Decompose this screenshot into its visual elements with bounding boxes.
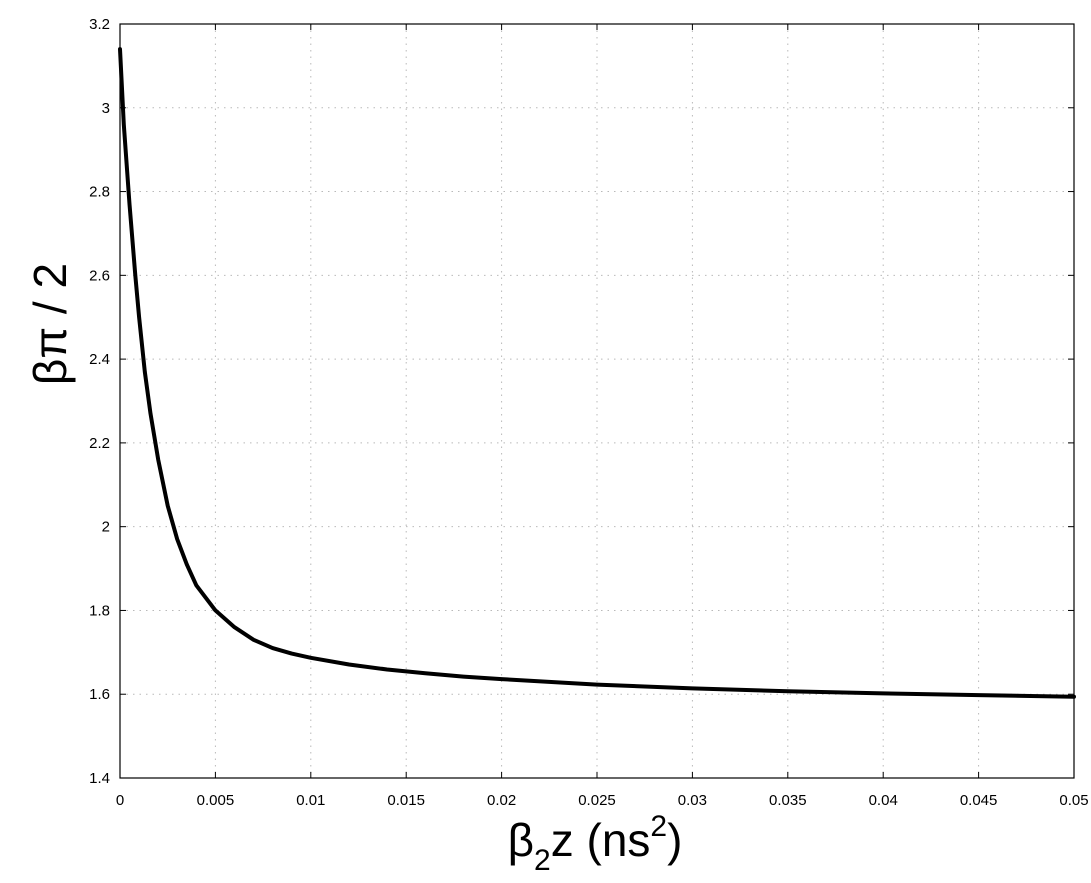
x-axis-label-superscript: 2	[650, 810, 667, 843]
y-tick-label: 2.2	[89, 435, 110, 452]
x-tick-label: 0	[116, 792, 124, 809]
x-axis-label-subscript: 2	[534, 844, 551, 877]
y-tick-label: 2	[102, 519, 110, 536]
x-tick-label: 0.05	[1059, 792, 1088, 809]
y-tick-label: 1.4	[89, 770, 110, 787]
x-tick-label: 0.035	[769, 792, 807, 809]
x-axis-label: β2z (ns2)	[508, 810, 683, 877]
x-tick-label: 0.03	[678, 792, 707, 809]
x-tick-label: 0.015	[387, 792, 425, 809]
x-tick-label: 0.005	[197, 792, 235, 809]
x-tick-label: 0.045	[960, 792, 998, 809]
y-tick-label: 3	[102, 100, 110, 117]
y-tick-label: 3.2	[89, 16, 110, 33]
y-tick-label: 2.8	[89, 184, 110, 201]
y-tick-labels: 1.4 1.6 1.8 2 2.2 2.4 2.6 2.8 3 3.2	[89, 16, 110, 787]
x-axis-label-suffix: )	[667, 814, 682, 866]
x-tick-labels: 0 0.005 0.01 0.015 0.02 0.025 0.03 0.035 0.04 0.0…	[116, 792, 1089, 809]
ticks	[119, 23, 1075, 779]
series-layer	[118, 47, 1076, 699]
y-tick-label: 2.6	[89, 267, 110, 284]
x-tick-label: 0.02	[487, 792, 516, 809]
y-tick-label: 2.4	[89, 351, 110, 368]
y-tick-label: 1.8	[89, 602, 110, 619]
x-tick-label: 0.04	[869, 792, 898, 809]
series-line	[118, 47, 1076, 699]
y-tick-label: 1.6	[89, 686, 110, 703]
y-axis-label: βπ / 2	[24, 263, 76, 385]
x-axis-label-mid: z (ns	[551, 814, 651, 866]
x-axis-label-prefix: β	[508, 814, 534, 866]
x-tick-label: 0.025	[578, 792, 616, 809]
x-tick-label: 0.01	[296, 792, 325, 809]
grid	[120, 24, 1074, 778]
